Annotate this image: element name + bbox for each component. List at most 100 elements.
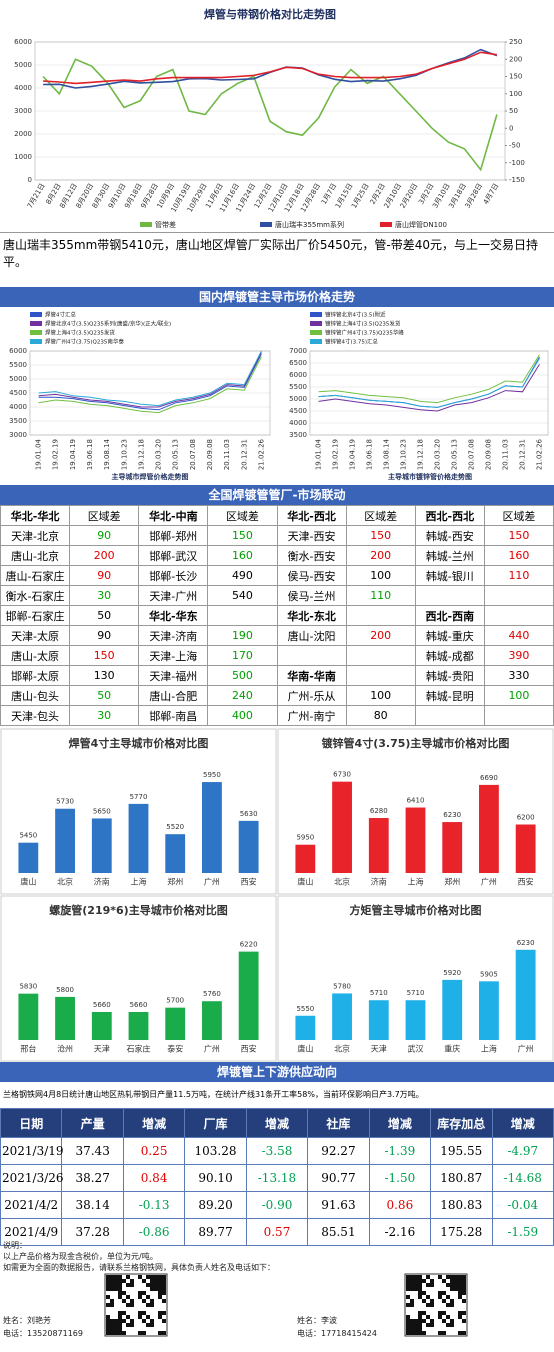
legend-label: 唐山瑞丰355mm系列 <box>275 220 344 229</box>
qr-module <box>126 1295 130 1299</box>
cell: 2021/4/2 <box>0 1191 63 1219</box>
cell: 产量 <box>61 1108 124 1138</box>
qr-module <box>430 1323 434 1327</box>
cell: 天津-北京 <box>0 525 71 546</box>
cell: 天津-西安 <box>276 525 347 546</box>
qr-module <box>414 1323 418 1327</box>
qr-module <box>430 1303 434 1307</box>
qr-module <box>138 1331 142 1335</box>
qr-module <box>406 1327 410 1331</box>
qr-module <box>438 1275 442 1279</box>
cell: 西北-西南 <box>414 605 485 626</box>
cell: -1.59 <box>491 1218 554 1246</box>
cell: 2021/4/9 <box>0 1218 63 1246</box>
cell <box>207 605 278 626</box>
series-line <box>318 363 540 412</box>
cell: 540 <box>207 585 278 606</box>
x-tick-label: 19.08.14 <box>383 438 391 470</box>
section-header: 国内焊镀管主导市场价格走势 <box>0 287 554 307</box>
x-tick-label: 西安 <box>241 1044 257 1054</box>
qr-module <box>118 1287 122 1291</box>
qr-module <box>126 1323 130 1327</box>
cell: -0.86 <box>122 1218 186 1246</box>
cell: 90 <box>69 565 140 586</box>
qr-module <box>142 1319 146 1323</box>
y-tick-label: 4000 <box>9 403 27 411</box>
x-tick-label: 西安 <box>241 877 257 887</box>
contact-phone: 电话：17718415424 <box>297 1329 377 1338</box>
cell: 440 <box>483 625 554 646</box>
qr-module <box>118 1295 122 1299</box>
cell: 增减 <box>368 1108 432 1138</box>
cell: -14.68 <box>491 1164 554 1192</box>
qr-module <box>110 1319 114 1323</box>
cell: 0.86 <box>368 1191 432 1219</box>
x-tick-label: 20.05.13 <box>172 439 180 470</box>
x-tick-label: 21.02.26 <box>536 438 544 470</box>
bar <box>332 781 352 873</box>
cell: 区域差 <box>207 505 278 526</box>
qr-module <box>122 1291 126 1295</box>
x-tick-label: 20.11.03 <box>502 439 510 470</box>
chart-title: 螺旋管(219*6)主导城市价格对比图 <box>49 903 227 917</box>
x-tick-label: 武汉 <box>408 1044 424 1054</box>
qr-module <box>438 1315 442 1319</box>
x-tick-label: 上海 <box>481 1044 497 1054</box>
cell <box>483 605 554 626</box>
qr-module <box>418 1287 422 1291</box>
qr-module <box>162 1279 166 1283</box>
x-tick-label: 20.12.31 <box>240 439 248 470</box>
cell: 85.51 <box>307 1218 370 1246</box>
y-tick-label: 4000 <box>14 84 32 92</box>
qr-module <box>138 1295 142 1299</box>
value-label: 5660 <box>93 1001 111 1009</box>
cell: 0.84 <box>122 1164 186 1192</box>
bar-charts: 焊管4寸主导城市价格对比图 5450 唐山 5730 北京 5650 济南 5770 上海 552… <box>0 728 554 1062</box>
qr-module <box>126 1303 130 1307</box>
x-tick-label: 上海 <box>131 877 147 887</box>
row: 唐山-包头 50 唐山-合肥 240 广州-乐从 100 韩城-昆明 100 <box>0 685 554 706</box>
bar <box>479 981 499 1040</box>
qr-module <box>114 1323 118 1327</box>
value-label: 6230 <box>517 939 535 947</box>
qr-module <box>462 1319 466 1323</box>
value-label: 5800 <box>56 986 74 994</box>
cell: 100 <box>345 685 416 706</box>
linkage-table: 华北-华北 区域差 华北-中南 区域差 华北-西北 区域差 西北-西北 区域差 天津-北京 90 邯… <box>0 505 554 726</box>
x-tick-label: 19.10.23 <box>120 439 128 470</box>
x-tick-label: 20.11.03 <box>223 439 231 470</box>
y-tick-label: 0 <box>28 176 32 184</box>
qr-module <box>406 1331 410 1335</box>
value-label: 5730 <box>56 798 74 806</box>
qr-module <box>158 1275 162 1279</box>
qr-module <box>158 1295 162 1299</box>
legend-label: 焊管上海4寸(3.5)Q235发货 <box>45 329 115 337</box>
bar <box>202 782 222 873</box>
qr-module <box>150 1299 154 1303</box>
qr-module <box>450 1287 454 1291</box>
row: 2021/4/9 37.28 -0.86 89.77 0.57 85.51 -2.16 175… <box>0 1218 554 1246</box>
x-tick-label: 天津 <box>94 1044 110 1054</box>
qr-module <box>442 1299 446 1303</box>
cell <box>483 585 554 606</box>
legend-label: 镀锌管上海4寸(3.5)Q235发货 <box>325 320 401 328</box>
contact-phone: 电话：13520871169 <box>3 1329 83 1338</box>
x-tick-label: 19.01.04 <box>35 438 43 470</box>
y2-tick-label: -100 <box>509 159 525 167</box>
plot-area <box>29 350 271 436</box>
plot-area <box>309 350 549 436</box>
legend-swatch <box>30 321 42 326</box>
bar <box>128 1011 149 1040</box>
cell: 170 <box>207 645 278 666</box>
qr-module <box>418 1311 422 1315</box>
y-tick-label: 3500 <box>9 417 27 425</box>
note: 如需更为全面的数据报告，请联系兰格钢铁网，具体负责人姓名及电话如下： <box>3 1263 275 1272</box>
bar <box>368 1000 389 1040</box>
cell: 330 <box>483 665 554 686</box>
qr-module <box>418 1291 422 1295</box>
cell: 华北-中南 <box>138 505 209 526</box>
bar <box>91 818 112 873</box>
legend-swatch <box>310 321 322 326</box>
x-tick-label: 泰安 <box>167 1044 183 1054</box>
qr-module <box>450 1279 454 1283</box>
